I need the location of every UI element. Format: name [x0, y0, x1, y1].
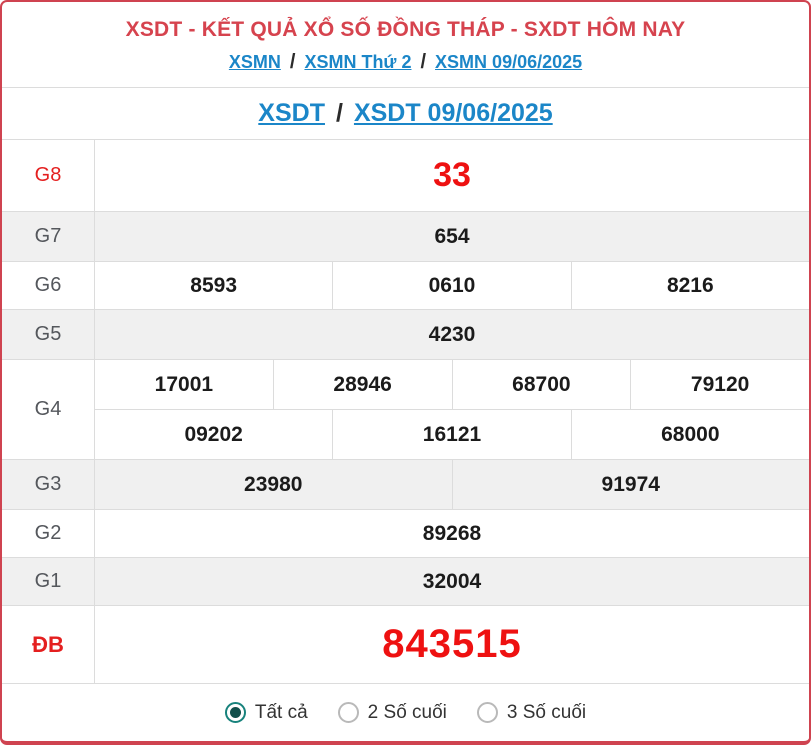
- prize-row-g1: G1 32004: [2, 558, 809, 606]
- breadcrumb-link-xsmn-date[interactable]: XSMN 09/06/2025: [435, 51, 583, 72]
- subnav-separator: /: [335, 99, 343, 127]
- prize-row-g5: G5 4230: [2, 310, 809, 360]
- prize-number: 8593: [190, 273, 238, 297]
- breadcrumb-separator: /: [289, 50, 296, 73]
- subnav-link-xsdt-date[interactable]: XSDT 09/06/2025: [353, 99, 553, 127]
- breadcrumb: XSMN / XSMN Thứ 2 / XSMN 09/06/2025: [229, 51, 582, 74]
- prize-number: 23980: [244, 472, 303, 496]
- prize-label-db: ĐB: [2, 606, 95, 683]
- prize-number: 91974: [451, 460, 810, 509]
- page-title: XSDT - KẾT QUẢ XỔ SỐ ĐỒNG THÁP - SXDT HÔ…: [125, 17, 686, 41]
- prize-number: 79120: [630, 360, 809, 409]
- prize-label-g8: G8: [2, 140, 95, 211]
- prize-number: 09202: [184, 422, 243, 446]
- header: XSDT - KẾT QUẢ XỔ SỐ ĐỒNG THÁP - SXDT HÔ…: [2, 2, 809, 88]
- breadcrumb-link-xsmn[interactable]: XSMN: [228, 51, 281, 72]
- prize-number: 8216: [570, 262, 809, 309]
- prize-label-g6: G6: [2, 262, 95, 309]
- prize-label-g3: G3: [2, 460, 95, 509]
- prize-label-g4: G4: [2, 360, 95, 459]
- prize-number: 4230: [428, 322, 476, 346]
- digits-filter: Tất cả 2 Số cuối 3 Số cuối: [2, 684, 809, 741]
- prize-number: 28946: [272, 360, 452, 409]
- prize-row-g4: G4 17001 28946 68700 79120 09202 16121 6…: [2, 360, 809, 460]
- prize-row-g3: G3 23980 91974: [2, 460, 809, 510]
- prize-number: 68000: [570, 410, 809, 459]
- breadcrumb-link-xsmn-weekday[interactable]: XSMN Thứ 2: [304, 51, 412, 72]
- subnav: XSDT / XSDT 09/06/2025: [2, 88, 809, 140]
- results-table: G8 33 G7 654 G6 8593 0610 8216 G5 4230: [2, 140, 809, 684]
- prize-row-g7: G7 654: [2, 212, 809, 262]
- prize-row-db: ĐB 843515: [2, 606, 809, 684]
- prize-number-jackpot: 843515: [382, 622, 522, 666]
- prize-number: 33: [433, 156, 471, 194]
- prize-number: 32004: [422, 569, 482, 593]
- radio-unselected-icon[interactable]: [476, 702, 498, 723]
- prize-number: 654: [434, 224, 470, 248]
- filter-option-label: 3 Số cuối: [506, 701, 587, 723]
- prize-label-g1: G1: [2, 558, 95, 605]
- prize-number: 17001: [154, 372, 214, 396]
- prize-number: 0610: [332, 262, 570, 309]
- prize-label-g5: G5: [2, 310, 95, 359]
- prize-label-g7: G7: [2, 212, 95, 261]
- radio-selected-icon[interactable]: [224, 702, 246, 723]
- prize-row-g6: G6 8593 0610 8216: [2, 262, 809, 310]
- filter-option-all[interactable]: Tất cả: [224, 701, 308, 724]
- filter-option-label: 2 Số cuối: [367, 701, 447, 723]
- radio-unselected-icon[interactable]: [337, 702, 359, 723]
- filter-option-label: Tất cả: [254, 701, 308, 723]
- prize-row-g2: G2 89268: [2, 510, 809, 558]
- prize-number: 89268: [422, 521, 482, 545]
- prize-number: 16121: [332, 410, 570, 459]
- subnav-link-xsdt[interactable]: XSDT: [258, 99, 325, 127]
- prize-label-g2: G2: [2, 510, 95, 557]
- breadcrumb-separator: /: [420, 50, 427, 73]
- prize-number: 68700: [451, 360, 631, 409]
- prize-row-g8: G8 33: [2, 140, 809, 212]
- filter-option-last3[interactable]: 3 Số cuối: [476, 701, 587, 724]
- filter-option-last2[interactable]: 2 Số cuối: [337, 701, 447, 724]
